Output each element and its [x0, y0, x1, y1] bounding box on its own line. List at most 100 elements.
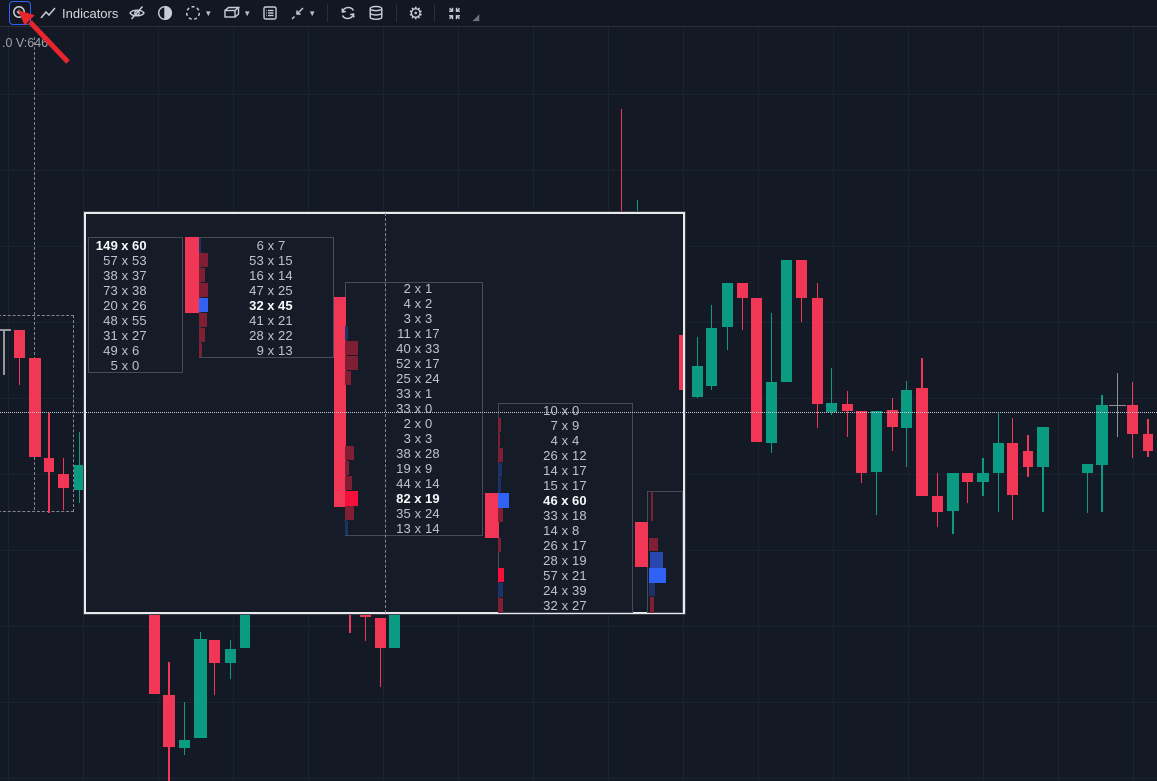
volume-bar [650, 597, 654, 613]
candle-body [58, 474, 69, 488]
volume-bar [345, 341, 358, 355]
footprint-row: 73 x 38 [103, 283, 147, 298]
footprint-row: 14 x 17 [543, 463, 587, 478]
footprint-row: 44 x 14 [396, 476, 440, 491]
candle-body [1096, 405, 1108, 465]
footprint-row: 41 x 21 [249, 313, 293, 328]
candle-wick [830, 368, 833, 415]
footprint-row: 48 x 55 [103, 313, 147, 328]
footprint-row: 82 x 19 [396, 491, 440, 506]
candle-body [781, 260, 792, 382]
candle-wick [636, 200, 639, 212]
footprint-row: 38 x 37 [103, 268, 147, 283]
volume-bar [199, 253, 208, 267]
footprint-row: 33 x 1 [396, 386, 433, 401]
notes-list-icon [261, 4, 279, 22]
volume-bar [345, 491, 358, 506]
footprint-row: 11 x 17 [397, 326, 440, 341]
contrast-icon [156, 4, 174, 22]
hide-drawings-button[interactable] [126, 1, 148, 25]
toolbar-separator [434, 4, 436, 22]
settings-button[interactable]: ⚙ [406, 1, 425, 25]
indicators-label: Indicators [62, 5, 119, 21]
candle-wick [620, 109, 623, 212]
footprint-row: 19 x 9 [396, 461, 433, 476]
contrast-button[interactable] [154, 1, 176, 25]
footprint-row: 33 x 18 [543, 508, 587, 523]
annotation-arrow [18, 10, 70, 64]
candle-body [722, 283, 733, 327]
volume-bar [679, 335, 683, 390]
candle-body [993, 443, 1004, 473]
candle-wick [1086, 464, 1089, 513]
volume-bar [650, 552, 663, 568]
footprint-row: 14 x 8 [543, 523, 580, 538]
caret-down-icon: ▼ [243, 8, 252, 18]
candle-wick [966, 473, 969, 503]
collapse-button[interactable] [444, 1, 465, 25]
volume-bar [498, 433, 500, 447]
volume-bar [498, 598, 503, 613]
volume-bar [345, 506, 354, 520]
candle-body [240, 615, 250, 648]
candle-body [149, 615, 160, 694]
candle-wick [846, 391, 849, 437]
footprint-row: 9 x 13 [256, 343, 293, 358]
candle-body [932, 496, 943, 512]
footprint-row: 47 x 25 [249, 283, 293, 298]
shrink-arrows-button[interactable]: ▼ [287, 1, 318, 25]
database-icon [367, 4, 385, 22]
volume-bar [199, 328, 205, 342]
volume-bar [199, 313, 207, 327]
circle-dashed-button[interactable]: ▼ [182, 1, 214, 25]
line-chart-icon [39, 4, 57, 22]
footprint-row: 16 x 14 [249, 268, 293, 283]
cube-3d-button[interactable]: ▼ [220, 1, 253, 25]
caret-down-icon: ▼ [204, 8, 213, 18]
indicators-button[interactable]: Indicators [37, 1, 120, 25]
volume-bar [345, 476, 352, 490]
candle-body [163, 695, 175, 747]
footprint-row: 35 x 24 [396, 506, 440, 521]
footprint-row: 24 x 39 [543, 583, 587, 598]
footprint-row: 53 x 15 [249, 253, 293, 268]
candle-body [901, 390, 912, 428]
candle-wick [1042, 427, 1044, 512]
candle-body [74, 465, 85, 490]
candle-body [1082, 464, 1093, 473]
footprint-row: 15 x 17 [543, 478, 587, 493]
volume-bar [649, 568, 666, 583]
magnifier-overlay[interactable] [83, 211, 686, 615]
volume-bar [498, 538, 501, 552]
volume-bar [498, 583, 503, 597]
left-edge-mark-wick [3, 329, 5, 375]
database-button[interactable] [365, 1, 387, 25]
footprint-row: 28 x 19 [543, 553, 587, 568]
crosshair-hline [1109, 405, 1126, 406]
footprint-row: 20 x 26 [103, 298, 147, 313]
candle-body [871, 411, 882, 472]
refresh-button[interactable] [337, 1, 359, 25]
footprint-row: 49 x 6 [103, 343, 140, 358]
candle-body [962, 473, 973, 482]
candle-wick [213, 640, 216, 695]
notes-list-button[interactable] [259, 1, 281, 25]
candle-body [375, 618, 386, 648]
volume-bar [498, 448, 503, 462]
volume-bar [649, 583, 655, 596]
candle-body [29, 358, 41, 457]
corner-triangle-icon: ◢ [472, 12, 480, 22]
candle-body [737, 283, 748, 298]
volume-bar [199, 298, 208, 312]
candle-body [194, 639, 207, 738]
volume-bar [199, 343, 202, 357]
footprint-row: 32 x 45 [249, 298, 293, 313]
